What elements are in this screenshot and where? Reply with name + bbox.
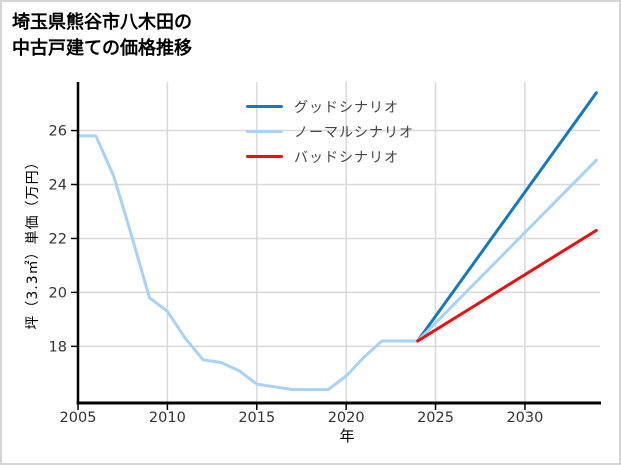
series-line-normal-scenario — [416, 158, 598, 343]
x-axis-label: 年 — [339, 427, 355, 445]
legend-item-normal-scenario: ノーマルシナリオ — [246, 119, 414, 144]
legend-swatch-bad-scenario — [246, 155, 283, 158]
legend: グッドシナリオ ノーマルシナリオ バッドシナリオ — [246, 94, 414, 169]
legend-label: ノーマルシナリオ — [294, 124, 414, 141]
y-tick-label: 22 — [49, 231, 67, 247]
chart-title: 埼玉県熊谷市八木田の 中古戸建ての価格推移 — [12, 10, 192, 62]
y-tick-label: 24 — [49, 178, 67, 194]
legend-item-good-scenario: グッドシナリオ — [246, 94, 414, 119]
legend-label: グッドシナリオ — [294, 99, 399, 116]
chart-title-line1: 埼玉県熊谷市八木田の — [12, 12, 192, 33]
series-line-good-scenario — [416, 91, 598, 343]
y-tick-label: 20 — [49, 285, 67, 301]
series-line-bad-scenario — [416, 228, 598, 343]
legend-label: バッドシナリオ — [294, 149, 399, 166]
x-tick-label: 2020 — [328, 410, 365, 426]
legend-item-bad-scenario: バッドシナリオ — [246, 144, 414, 169]
y-tick-label: 26 — [49, 124, 67, 140]
series-line-history — [76, 134, 420, 391]
chart-title-line2: 中古戸建ての価格推移 — [12, 38, 192, 59]
y-tick-label: 18 — [49, 339, 67, 355]
x-tick-label: 2010 — [149, 410, 186, 426]
y-axis-label: 坪（3.3㎡）単価（万円） — [25, 154, 41, 330]
x-tick-label: 2025 — [417, 410, 454, 426]
x-tick-label: 2030 — [506, 410, 543, 426]
x-tick-label: 2015 — [238, 410, 275, 426]
legend-swatch-normal-scenario — [246, 130, 283, 133]
legend-swatch-good-scenario — [246, 105, 283, 108]
x-tick-label: 2005 — [60, 410, 97, 426]
